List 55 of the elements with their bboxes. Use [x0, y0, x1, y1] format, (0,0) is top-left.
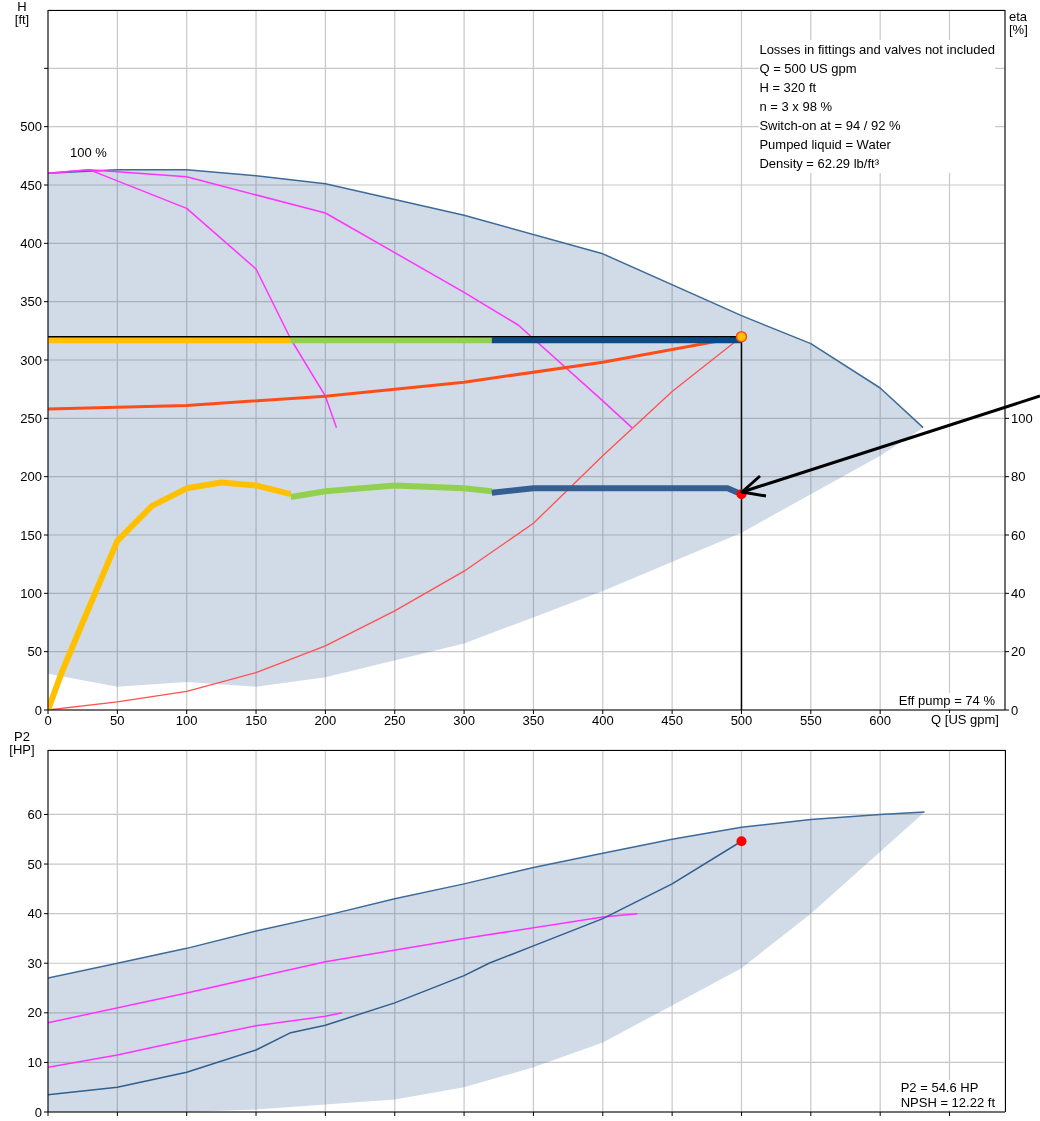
annotation: NPSH = 12.22 ft: [900, 1095, 995, 1110]
y-tick-label: 150: [20, 527, 42, 543]
x-tick-label: 100: [175, 713, 198, 729]
y-tick-label: 30: [27, 955, 42, 971]
x-tick-label: 200: [314, 713, 337, 729]
x-tick-label: 500: [730, 713, 753, 729]
x-tick-label: 400: [591, 713, 614, 729]
y-tick-label: 0: [34, 702, 42, 718]
y-tick-label: 10: [27, 1055, 42, 1071]
y-axis-title: H [ft]: [13, 0, 31, 27]
annotation: 100 %: [70, 145, 107, 160]
y2-tick-label: 20: [1011, 644, 1026, 660]
annotation: Switch-on at = 94 / 92 %: [759, 117, 902, 135]
y-tick-label: 250: [20, 410, 42, 426]
y-tick-label: 450: [20, 177, 42, 193]
annotation: n = 3 x 98 %: [759, 98, 834, 116]
x-tick-label: 450: [661, 713, 683, 729]
y2-axis-title: eta [%]: [1009, 9, 1028, 37]
y-tick-label: 40: [27, 906, 42, 922]
x-tick-label: 0: [44, 713, 52, 729]
y-tick-label: 100: [20, 585, 42, 601]
line-series: [48, 912, 639, 1024]
y-axis-title: P2 [HP]: [8, 729, 36, 757]
annotation: H = 320 ft: [759, 79, 818, 97]
y-tick-label: 20: [27, 1005, 42, 1021]
y-tick-label: 50: [27, 856, 42, 872]
y2-tick-label: 60: [1011, 527, 1026, 543]
y-tick-label: 200: [20, 469, 42, 485]
annotation: Losses in fittings and valves not included: [759, 41, 995, 59]
line-series: [48, 1012, 343, 1069]
x-axis-title: Q [US gpm]: [931, 712, 999, 727]
annotation: Density = 62.29 lb/ft³: [759, 155, 880, 173]
x-tick-label: 50: [110, 713, 125, 729]
y2-tick-label: 80: [1011, 469, 1026, 485]
line-series: [48, 811, 926, 979]
x-tick-label: 250: [383, 713, 406, 729]
y2-tick-label: 100: [1011, 410, 1033, 426]
x-tick-label: 550: [799, 713, 822, 729]
y-tick-label: 60: [27, 807, 42, 823]
y-tick-label: 350: [20, 294, 42, 310]
annotation: Pumped liquid = Water: [759, 136, 892, 154]
y2-tick-label: 40: [1011, 585, 1026, 601]
x-tick-label: 600: [869, 713, 892, 729]
y-tick-label: 500: [20, 119, 42, 135]
y2-tick-label: 0: [1011, 702, 1019, 718]
annotation: Q = 500 US gpm: [759, 60, 858, 78]
y-tick-label: 0: [34, 1104, 42, 1120]
annotation: Eff pump = 74 %: [898, 693, 995, 708]
x-tick-label: 350: [522, 713, 545, 729]
y-tick-label: 300: [20, 352, 42, 368]
y-tick-label: 400: [20, 235, 42, 251]
y-tick-label: 50: [27, 644, 42, 660]
annotation: P2 = 54.6 HP: [900, 1080, 980, 1095]
x-tick-label: 300: [453, 713, 475, 729]
x-tick-label: 150: [245, 713, 267, 729]
